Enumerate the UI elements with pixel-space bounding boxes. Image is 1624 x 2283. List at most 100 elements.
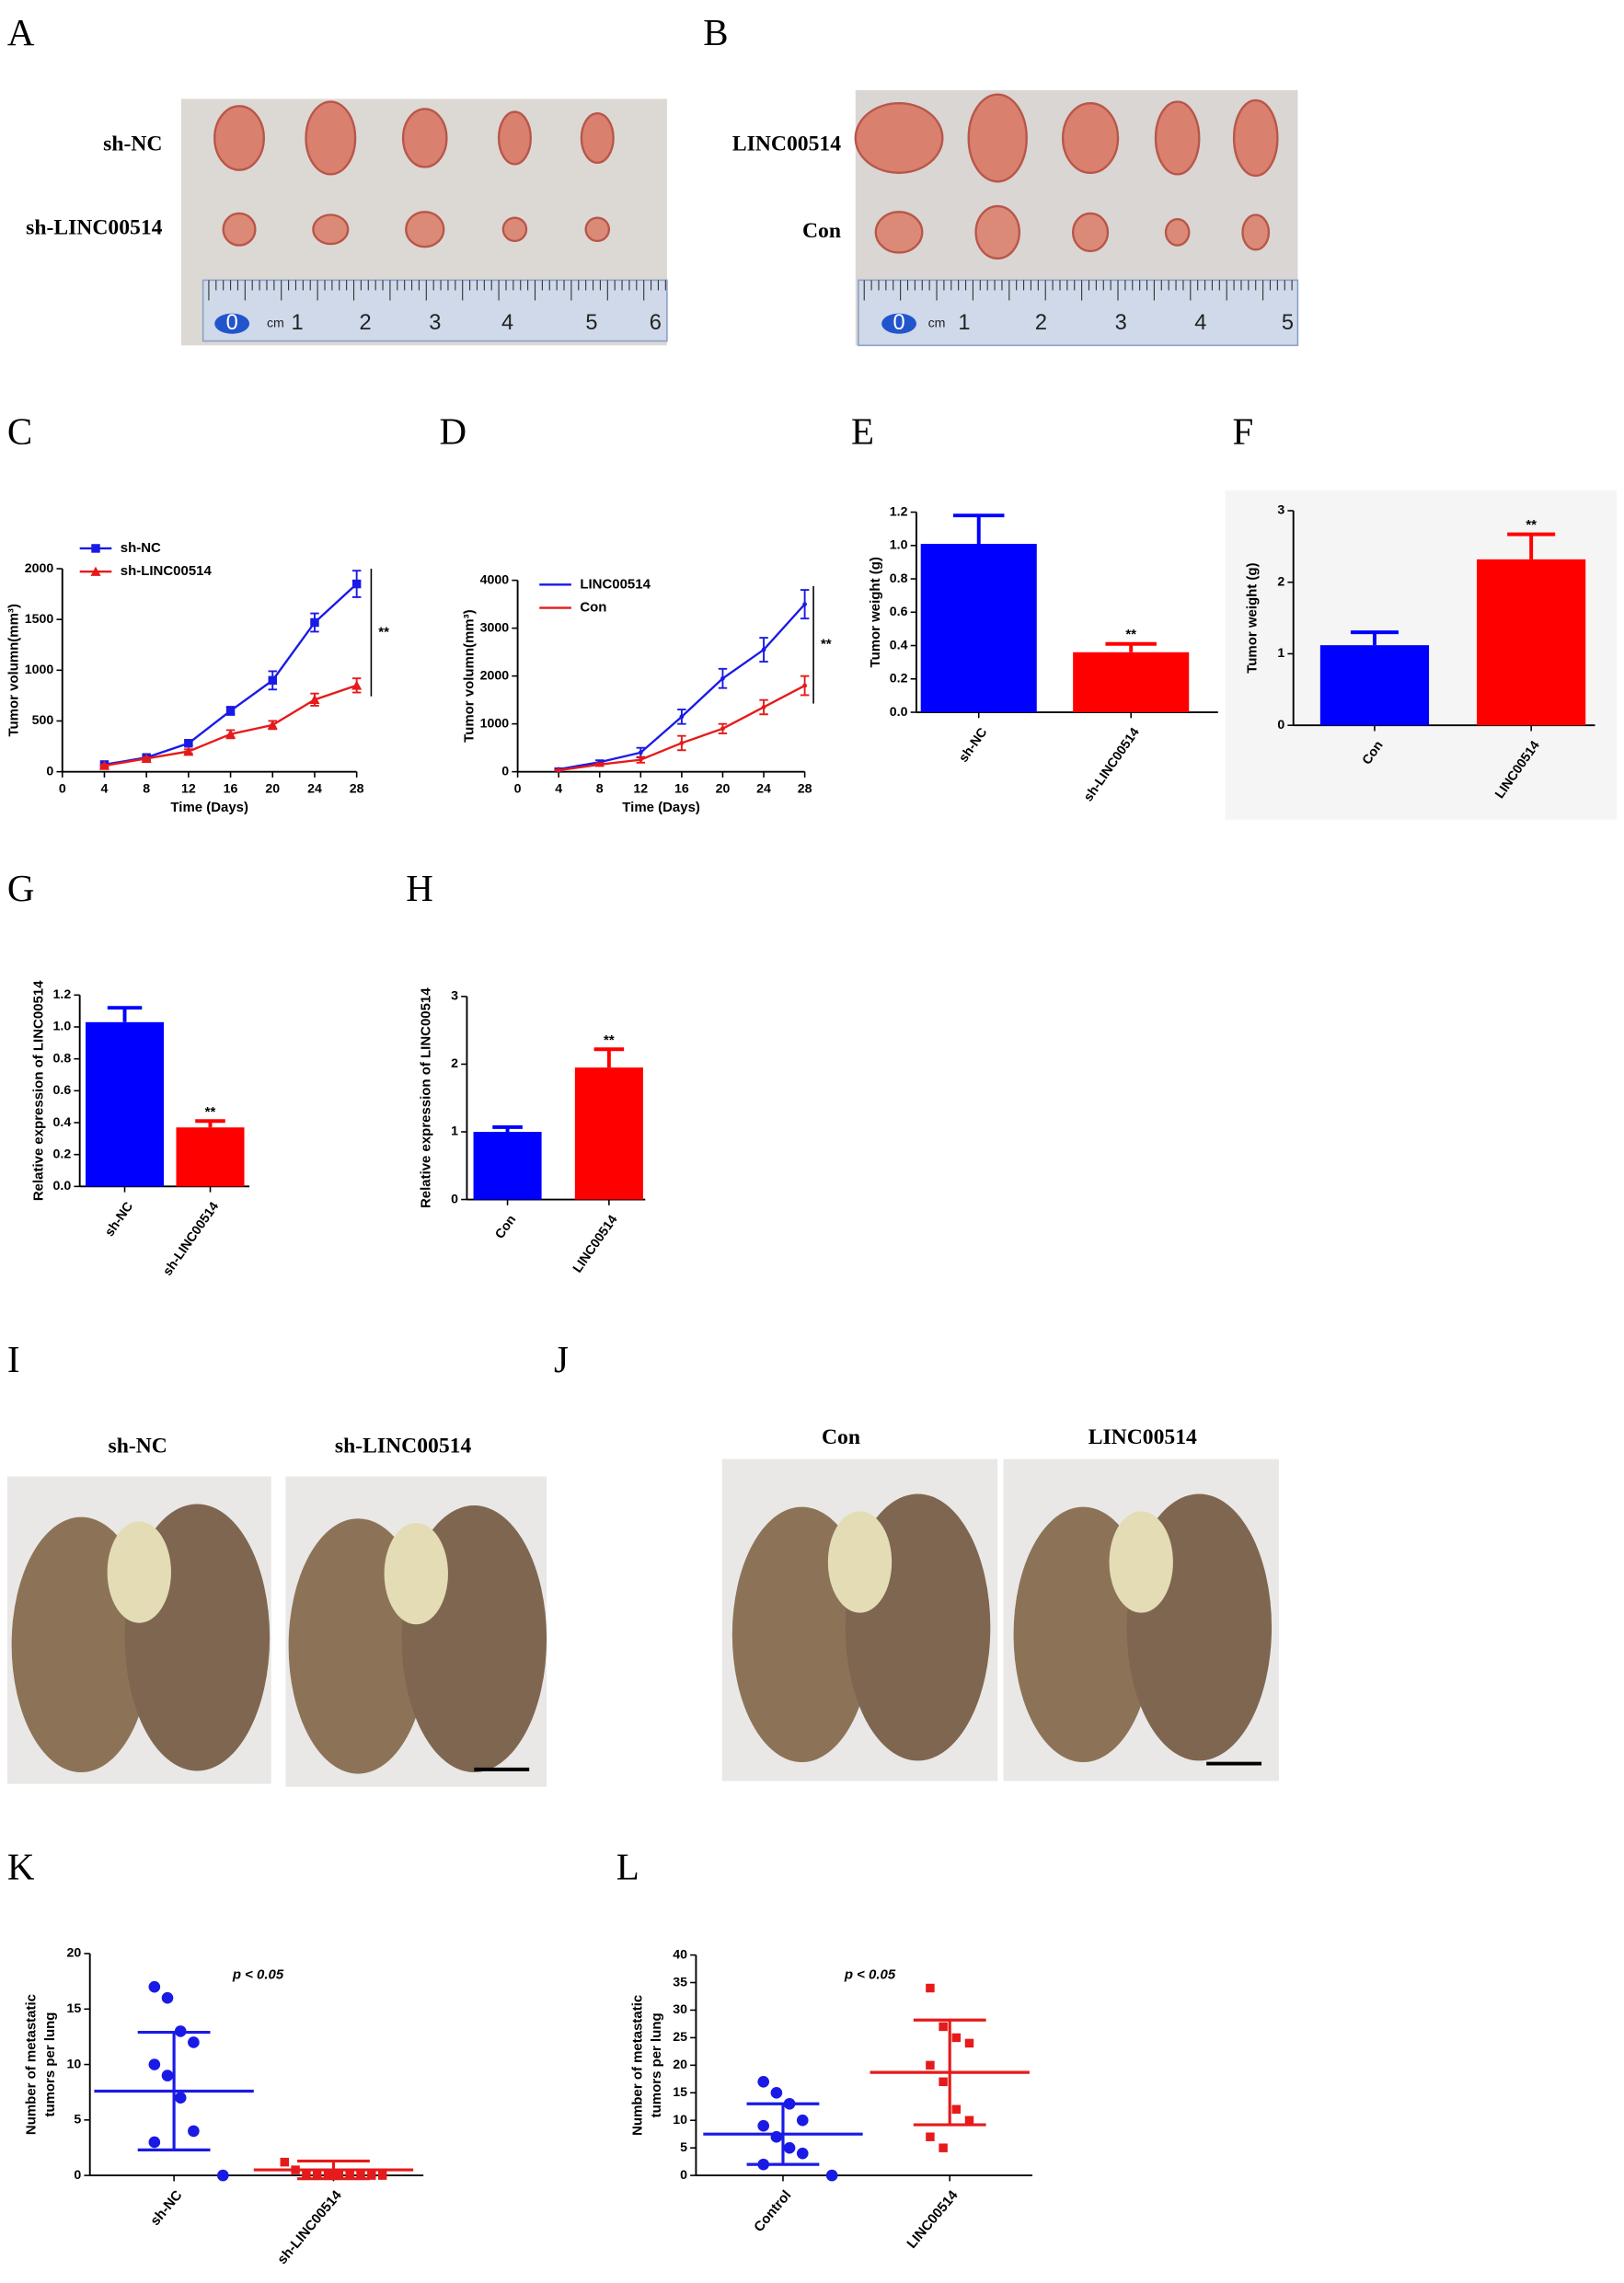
marker <box>964 2038 974 2048</box>
error-bar <box>1350 630 1399 646</box>
panel-letter: J <box>554 1338 569 1380</box>
tumor <box>967 93 1028 183</box>
legend-label: sh-LINC00514 <box>121 563 213 579</box>
ruler-label: 2 <box>360 311 372 335</box>
marker <box>98 760 109 770</box>
ruler-label: 1 <box>958 311 970 335</box>
error-bar <box>195 1119 225 1128</box>
y-tick-label: 1 <box>1277 646 1284 661</box>
x-tick-label: 20 <box>716 781 731 796</box>
y-tick-label: 2 <box>1277 574 1284 589</box>
marker <box>951 2033 962 2043</box>
marker <box>597 762 603 767</box>
annotation: ** <box>205 1104 216 1120</box>
y-tick-label: 5 <box>74 2113 81 2127</box>
marker <box>679 741 685 745</box>
column-label: sh-NC <box>109 1434 167 1458</box>
x-tick-label: 4 <box>555 781 562 796</box>
marker <box>174 2092 187 2104</box>
y-tick-label: 0.6 <box>890 605 908 619</box>
x-tick-label: sh-NC <box>956 725 990 765</box>
marker <box>161 1991 174 2004</box>
marker <box>268 675 277 686</box>
panel-letter: D <box>439 409 466 452</box>
x-tick-label: sh-LINC00514 <box>274 2187 345 2267</box>
ruler-label: cm <box>928 316 946 330</box>
y-tick-label: 5 <box>680 2140 687 2155</box>
marker <box>141 753 152 764</box>
column-label: sh-LINC00514 <box>335 1434 472 1458</box>
marker <box>825 2169 838 2182</box>
marker <box>351 680 363 690</box>
y-tick-label: 0.8 <box>53 1051 72 1066</box>
marker <box>926 1983 935 1993</box>
x-tick-label: 24 <box>307 781 322 796</box>
x-tick-label: LINC00514 <box>904 2187 962 2252</box>
marker <box>556 767 561 773</box>
tumor <box>1061 101 1120 174</box>
y-tick-label: 0.4 <box>53 1115 72 1130</box>
panel-letter: K <box>7 1846 35 1888</box>
panel-letter: F <box>1233 409 1254 452</box>
panel-letter: E <box>851 409 874 452</box>
tumor <box>213 105 265 171</box>
marker <box>761 705 766 709</box>
y-tick-label: 0.2 <box>53 1147 72 1161</box>
marker <box>225 706 236 716</box>
tumor <box>854 101 944 174</box>
y-axis-label: tumors per lung <box>649 2012 664 2117</box>
ruler <box>202 279 668 342</box>
error-bar <box>107 1006 143 1022</box>
x-tick-label: 12 <box>633 781 648 796</box>
marker <box>367 2171 376 2180</box>
bar <box>1477 559 1586 726</box>
marker <box>757 2119 770 2132</box>
x-axis-label: Time (Days) <box>170 800 248 815</box>
marker <box>679 714 685 720</box>
tumor <box>497 110 532 166</box>
y-tick-label: 25 <box>673 2030 687 2045</box>
ruler-label: 4 <box>1194 311 1206 335</box>
y-axis-label: Tumor weight (g) <box>868 557 883 667</box>
legend-label: sh-NC <box>121 540 161 556</box>
marker <box>188 2125 200 2138</box>
panel-letter: I <box>7 1338 20 1380</box>
ruler-label: 5 <box>585 311 597 335</box>
x-axis-label: Time (Days) <box>622 800 700 815</box>
x-tick-label: 24 <box>756 781 771 796</box>
y-axis-label: Tumor weight (g) <box>1245 562 1261 673</box>
ruler <box>858 279 1299 347</box>
annotation: p < 0.05 <box>232 1967 284 1983</box>
y-axis-label: Number of metastatic <box>24 1994 40 2135</box>
y-tick-label: 1.0 <box>53 1020 72 1034</box>
ruler-label: 5 <box>1282 311 1294 335</box>
x-tick-label: sh-LINC00514 <box>160 1199 222 1278</box>
tumor <box>1241 213 1271 251</box>
tumor <box>1232 98 1279 178</box>
y-tick-label: 3000 <box>480 620 510 635</box>
y-tick-label: 0 <box>451 1192 458 1206</box>
marker <box>148 1980 161 1993</box>
ruler-label: 4 <box>501 311 513 335</box>
y-tick-label: 20 <box>66 1946 81 1961</box>
ruler-label: 2 <box>1035 311 1047 335</box>
sd-bar <box>137 2031 211 2151</box>
y-tick-label: 10 <box>673 2113 687 2127</box>
ruler-badge <box>881 313 916 334</box>
marker <box>802 683 807 688</box>
y-tick-label: 2000 <box>25 561 54 576</box>
marker <box>939 2077 948 2087</box>
y-tick-label: 10 <box>66 2057 81 2071</box>
panel-letter: L <box>616 1846 639 1888</box>
marker <box>225 729 236 739</box>
y-tick-label: 30 <box>673 2002 687 2017</box>
x-tick-label: 0 <box>59 781 66 796</box>
y-tick-label: 2000 <box>480 668 510 683</box>
y-tick-label: 35 <box>673 1975 687 1989</box>
bar <box>176 1127 245 1187</box>
tumor <box>222 212 257 247</box>
tissue <box>827 1511 893 1613</box>
